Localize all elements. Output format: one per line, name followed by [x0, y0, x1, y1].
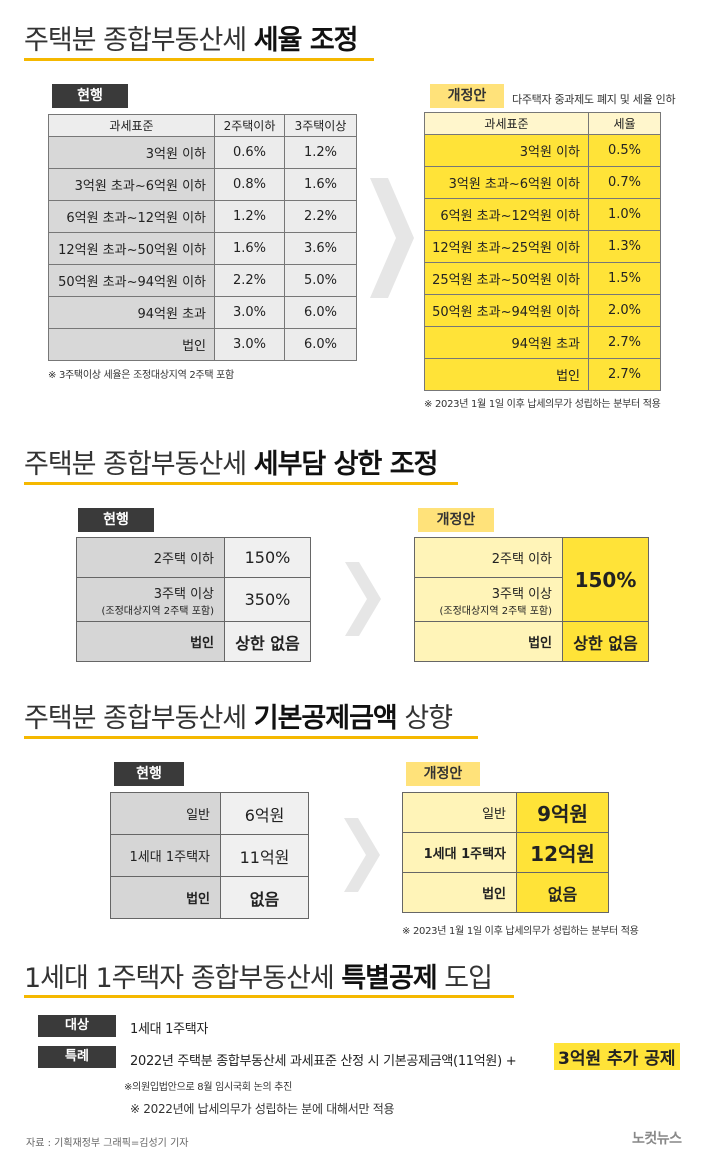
table-row: 3억원 이하 0.6% 1.2%: [48, 136, 357, 169]
section1-proposal-table: 과세표준 세율 3억원 이하 0.5% 3억원 초과~6억원 이하 0.7% 6억원…: [424, 112, 661, 391]
table-row: 일반 6억원: [110, 792, 309, 835]
section3-current-table: 일반 6억원 1세대 1주택자 11억원 법인 없음: [110, 792, 309, 919]
section3-proposal-table: 일반 9억원 1세대 1주택자 12억원 법인 없음: [402, 792, 609, 913]
table-row: 2주택 이하 150%: [76, 537, 311, 578]
table-row: 12억원 초과~25억원 이하 1.3%: [424, 230, 661, 263]
column-header: 세율: [588, 112, 661, 135]
section2-proposal-badge: 개정안: [418, 508, 494, 532]
section2-proposal-table: 2주택 이하 150% 3주택 이상 (조정대상지역 2주택 포함) 법인 상한 …: [414, 537, 649, 662]
section1-proposal-badge: 개정안: [430, 84, 504, 108]
target-text: 1세대 1주택자: [130, 1022, 209, 1037]
section3-title: 주택분 종합부동산세 기본공제금액 상향: [24, 703, 453, 734]
section1-current-note: ※ 3주택이상 세율은 조정대상지역 2주택 포함: [48, 370, 234, 381]
table-row: 일반 9억원: [402, 792, 609, 833]
table-row: 12억원 초과~50억원 이하 1.6% 3.6%: [48, 232, 357, 265]
column-header: 과세표준: [424, 112, 589, 135]
special-text: 2022년 주택분 종합부동산세 과세표준 산정 시 기본공제금액(11억원) …: [130, 1054, 517, 1069]
column-header: 과세표준: [48, 114, 215, 137]
table-row: 94억원 초과 2.7%: [424, 326, 661, 359]
section4-underline: [24, 995, 514, 998]
section3-current-badge: 현행: [114, 762, 184, 786]
arrow-right-icon: [344, 818, 380, 892]
table-header-row: 과세표준 2주택이하 3주택이상: [48, 114, 357, 137]
section1-proposal-caption: 다주택자 중과제도 폐지 및 세율 인하: [512, 93, 676, 106]
table-row: 50억원 초과~94억원 이하 2.0%: [424, 294, 661, 327]
section3-underline: [24, 736, 478, 739]
section4-note2: ※ 2022년에 납세의무가 성립하는 분에 대해서만 적용: [130, 1102, 395, 1116]
table-row: 3억원 초과~6억원 이하 0.8% 1.6%: [48, 168, 357, 201]
arrow-right-icon: [370, 178, 414, 298]
table-row: 3억원 이하 0.5%: [424, 134, 661, 167]
table-row: 3억원 초과~6억원 이하 0.7%: [424, 166, 661, 199]
table-row: 94억원 초과 3.0% 6.0%: [48, 296, 357, 329]
column-header: 3주택이상: [284, 114, 357, 137]
section2-underline: [24, 482, 458, 485]
section1-underline: [24, 58, 374, 61]
section2-current-badge: 현행: [78, 508, 154, 532]
source-credit: 자료 : 기획재정부 그래픽=김성기 기자: [26, 1138, 189, 1149]
section3-proposal-badge: 개정안: [406, 762, 480, 786]
section3-proposal-note: ※ 2023년 1월 1일 이후 납세의무가 성립하는 분부터 적용: [402, 926, 639, 937]
section1-proposal-note: ※ 2023년 1월 1일 이후 납세의무가 성립하는 분부터 적용: [424, 399, 661, 410]
section2-title: 주택분 종합부동산세 세부담 상한 조정: [24, 449, 438, 480]
section1-current-badge: 현행: [52, 84, 128, 108]
table-row: 3주택 이상 (조정대상지역 2주택 포함): [414, 577, 649, 622]
table-row: 법인 2.7%: [424, 358, 661, 391]
section4-note1: ※의원입법안으로 8월 임시국회 논의 추진: [124, 1082, 293, 1093]
special-highlight: 3억원 추가 공제: [554, 1043, 680, 1070]
section2-current-table: 2주택 이하 150% 3주택 이상 (조정대상지역 2주택 포함) 350% 법…: [76, 537, 311, 662]
table-row: 법인 3.0% 6.0%: [48, 328, 357, 361]
table-row: 1세대 1주택자 11억원: [110, 834, 309, 877]
section4-title: 1세대 1주택자 종합부동산세 특별공제 도입: [24, 963, 493, 994]
table-row: 6억원 초과~12억원 이하 1.0%: [424, 198, 661, 231]
nocutnews-logo: 노컷뉴스: [632, 1131, 682, 1147]
section1-title: 주택분 종합부동산세 세율 조정: [24, 25, 358, 56]
table-row: 법인 상한 없음: [414, 621, 649, 662]
table-row: 법인 상한 없음: [76, 621, 311, 662]
target-label: 대상: [38, 1015, 116, 1037]
table-row: 법인 없음: [110, 876, 309, 919]
table-row: 2주택 이하 150%: [414, 537, 649, 622]
table-row: 법인 없음: [402, 872, 609, 913]
table-row: 25억원 초과~50억원 이하 1.5%: [424, 262, 661, 295]
table-row: 3주택 이상 (조정대상지역 2주택 포함) 350%: [76, 577, 311, 622]
section1-current-table: 과세표준 2주택이하 3주택이상 3억원 이하 0.6% 1.2% 3억원 초과~6…: [48, 114, 357, 361]
table-header-row: 과세표준 세율: [424, 112, 661, 135]
column-header: 2주택이하: [214, 114, 285, 137]
arrow-right-icon: [345, 562, 381, 636]
table-row: 50억원 초과~94억원 이하 2.2% 5.0%: [48, 264, 357, 297]
table-row: 6억원 초과~12억원 이하 1.2% 2.2%: [48, 200, 357, 233]
special-label: 특례: [38, 1046, 116, 1068]
table-row: 1세대 1주택자 12억원: [402, 832, 609, 873]
